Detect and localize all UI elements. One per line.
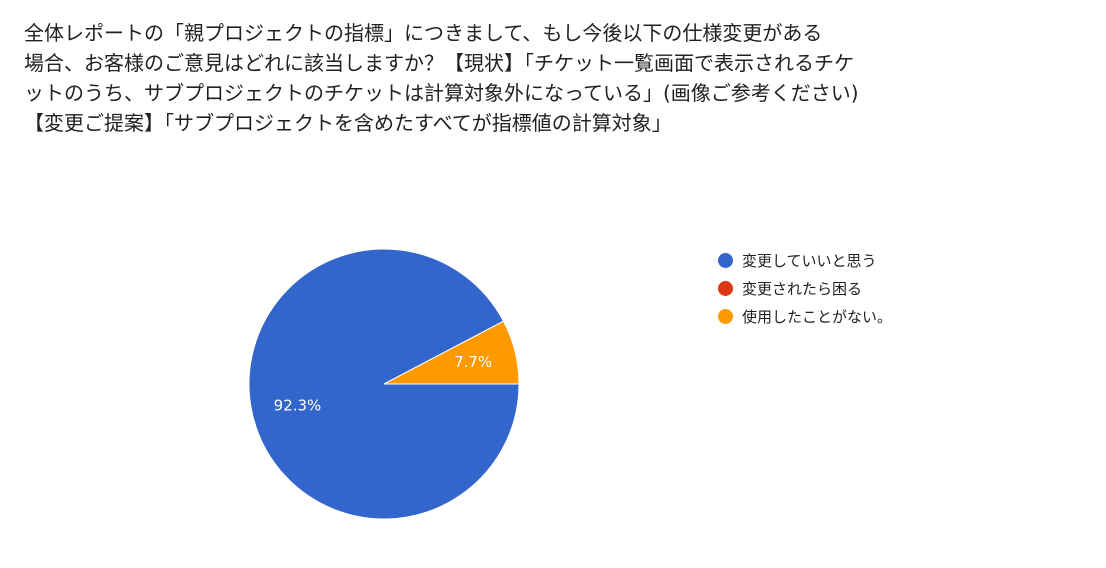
legend-item: 使用したことがない。 xyxy=(718,302,892,330)
question-line: 【変更ご提案】「サブプロジェクトを含めたすべてが指標値の計算対象」 xyxy=(24,111,672,135)
question-line: 場合、お客様のご意見はどれに該当しますか？【現状】「チケット一覧画面で表示される… xyxy=(24,51,854,75)
legend-item: 変更されたら困る xyxy=(718,274,892,302)
legend-swatch xyxy=(718,308,733,324)
question-text: 全体レポートの「親プロジェクトの指標」につきまして、もし今後以下の仕様変更がある… xyxy=(24,18,1084,138)
question-line: ットのうち、サブプロジェクトのチケットは計算対象外になっている」(画像ご参考くだ… xyxy=(24,81,859,105)
legend-item: 変更していいと思う xyxy=(718,246,892,274)
pie-slice xyxy=(383,320,520,385)
legend-label: 変更していいと思う xyxy=(742,251,877,270)
pie-data-label: 92.3% xyxy=(274,396,322,414)
legend-swatch xyxy=(718,280,733,296)
legend-label: 変更されたら困る xyxy=(742,279,863,298)
chart-legend: 変更していいと思う 変更されたら困る使用したことがない。 xyxy=(718,246,892,330)
pie-data-labels: 92.3% 7.7% xyxy=(274,353,493,414)
pie-slices xyxy=(248,248,520,520)
legend-swatch xyxy=(718,252,733,268)
legend-label: 使用したことがない。 xyxy=(742,307,893,326)
pie-data-label: 7.7% xyxy=(454,353,492,371)
question-line: 全体レポートの「親プロジェクトの指標」につきまして、もし今後以下の仕様変更がある xyxy=(24,21,823,45)
